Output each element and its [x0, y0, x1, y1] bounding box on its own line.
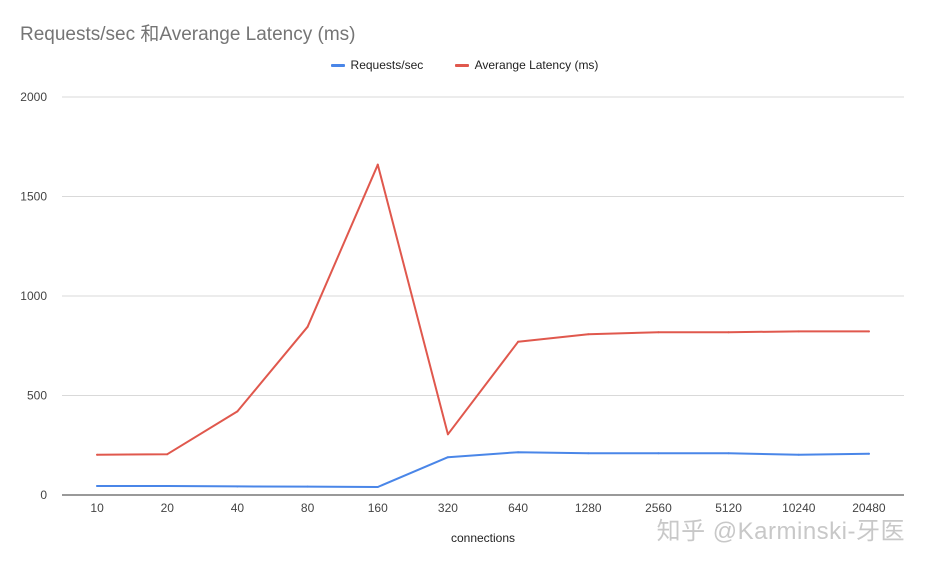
data-point [446, 433, 449, 436]
data-point [797, 453, 800, 456]
x-tick-label: 1280 [575, 501, 602, 515]
data-point [657, 331, 660, 334]
chart-title: Requests/sec 和Averange Latency (ms) [20, 24, 356, 45]
legend-item-latency: Averange Latency (ms) [454, 58, 599, 72]
x-tick-label: 320 [438, 501, 458, 515]
data-point [376, 486, 379, 489]
data-point [797, 330, 800, 333]
series-line-latency [96, 163, 870, 456]
data-point [517, 340, 520, 343]
x-tick-label: 10240 [782, 501, 816, 515]
x-tick-label: 10 [90, 501, 104, 515]
data-point [96, 453, 99, 456]
x-tick-label: 80 [301, 501, 315, 515]
x-tick-label: 40 [231, 501, 245, 515]
legend-swatch-latency [454, 64, 469, 68]
x-axis-ticks: 10 20 40 80 160 320 640 1280 2560 5120 10240 20480 [90, 501, 886, 515]
data-point [166, 485, 169, 488]
data-point [867, 330, 870, 333]
data-point [587, 452, 590, 455]
data-point [587, 333, 590, 336]
legend-label-latency: Averange Latency (ms) [474, 58, 599, 72]
x-tick-label: 20480 [852, 501, 886, 515]
data-point [306, 485, 309, 488]
x-tick-label: 5120 [715, 501, 742, 515]
data-point [867, 452, 870, 455]
x-tick-label: 160 [368, 501, 388, 515]
data-point [517, 451, 520, 454]
x-axis-title: connections [451, 531, 515, 545]
y-tick-label: 0 [40, 488, 47, 502]
legend-label-requests: Requests/sec [350, 58, 424, 72]
legend: Requests/sec Averange Latency (ms) [0, 58, 929, 72]
data-point [236, 410, 239, 413]
y-axis-ticks: 0 500 1000 1500 2000 [20, 90, 47, 502]
legend-item-requests: Requests/sec [330, 58, 424, 72]
x-tick-label: 640 [508, 501, 528, 515]
data-point [657, 452, 660, 455]
data-point [166, 453, 169, 456]
data-point [727, 331, 730, 334]
data-point [727, 452, 730, 455]
y-tick-label: 2000 [20, 90, 47, 104]
data-point [376, 163, 379, 166]
x-tick-label: 2560 [645, 501, 672, 515]
y-tick-label: 1500 [20, 190, 47, 204]
x-tick-label: 20 [161, 501, 175, 515]
y-tick-label: 1000 [20, 289, 47, 303]
data-point [96, 485, 99, 488]
watermark: 知乎 @Karminski-牙医 [656, 518, 905, 545]
data-point [446, 456, 449, 459]
legend-swatch-requests [330, 64, 345, 68]
y-tick-label: 500 [27, 389, 47, 403]
data-point [306, 325, 309, 328]
grid [62, 96, 904, 496]
data-point [236, 485, 239, 488]
series-group [96, 163, 870, 489]
series-line-requests [96, 451, 870, 488]
